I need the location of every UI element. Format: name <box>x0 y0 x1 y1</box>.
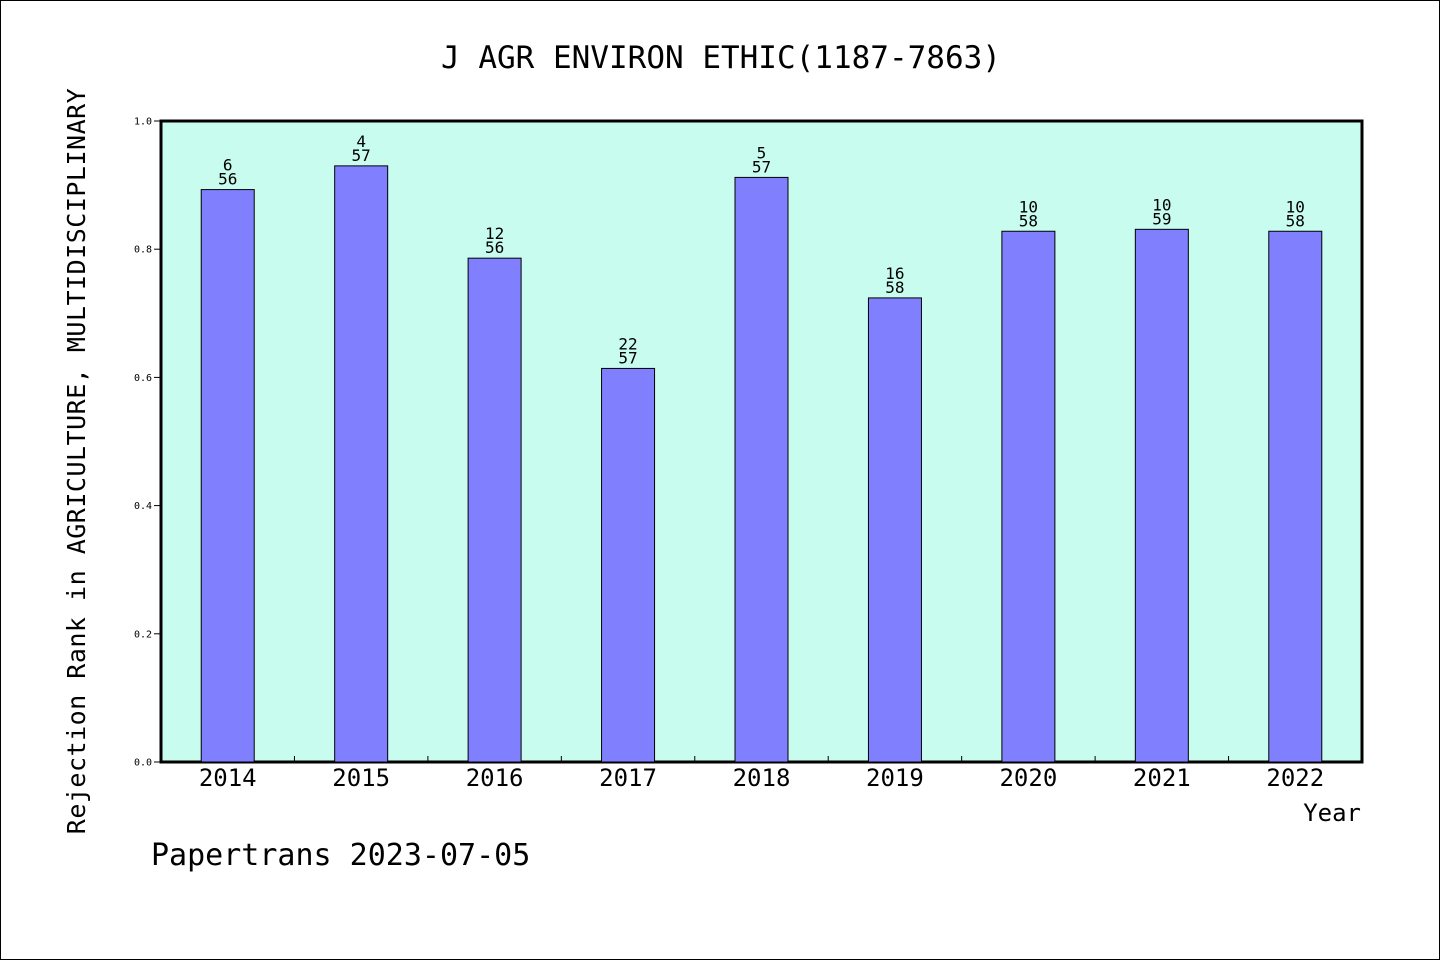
x-tick-label: 2016 <box>466 764 524 792</box>
bar-rank-label: 10 <box>1019 197 1038 216</box>
bar-total-label: 56 <box>485 238 504 257</box>
y-tick-label: 0.2 <box>134 629 152 640</box>
bar <box>1268 230 1323 763</box>
bar-total-label: 57 <box>752 157 771 176</box>
x-axis-label: Year <box>1303 799 1361 827</box>
bar <box>1001 230 1056 763</box>
x-tick-label: 2014 <box>199 764 257 792</box>
x-tick-label: 2015 <box>332 764 390 792</box>
x-tick-label: 2018 <box>733 764 791 792</box>
bar-rank-label: 22 <box>618 334 637 353</box>
x-tick-label: 2021 <box>1133 764 1191 792</box>
bars <box>200 165 1323 763</box>
bar-rank-label: 12 <box>485 224 504 243</box>
y-tick-label: 1.0 <box>134 117 152 128</box>
bar <box>1134 228 1189 763</box>
x-axis-ticks: 2014 2015 2016 2017 2018 2019 2020 2021 2022 <box>199 756 1324 792</box>
y-axis-ticks: 0.0 0.2 0.4 0.6 0.8 1.0 <box>134 117 161 769</box>
bar <box>334 165 389 763</box>
bar-total-label: 58 <box>885 278 904 297</box>
footer-credit: Papertrans 2023-07-05 <box>151 838 530 873</box>
bar-total-label: 57 <box>618 348 637 367</box>
y-tick-label: 0.4 <box>134 501 152 512</box>
bar-rank-label: 6 <box>223 156 233 175</box>
x-tick-label: 2020 <box>999 764 1057 792</box>
bar-rank-label: 10 <box>1152 195 1171 214</box>
chart-title: J AGR ENVIRON ETHIC(1187-7863) <box>441 40 1001 76</box>
bar <box>467 257 522 763</box>
x-tick-label: 2022 <box>1266 764 1324 792</box>
bar <box>200 189 255 763</box>
x-tick-label: 2017 <box>599 764 657 792</box>
bar <box>734 176 789 763</box>
bar-rank-label: 4 <box>356 132 366 151</box>
bar-total-label: 57 <box>352 146 371 165</box>
bar-total-label: 56 <box>218 170 237 189</box>
bar-rank-label: 5 <box>757 143 767 162</box>
bar-total-label: 59 <box>1152 209 1171 228</box>
y-axis-label: Rejection Rank in AGRICULTURE, MULTIDISC… <box>62 88 91 834</box>
bar-rank-label: 16 <box>885 264 904 283</box>
y-tick-label: 0.0 <box>134 758 152 769</box>
bar <box>867 297 922 763</box>
bar-total-label: 58 <box>1019 211 1038 230</box>
bar-rank-label: 10 <box>1286 197 1305 216</box>
bar <box>601 367 656 763</box>
y-tick-label: 0.8 <box>134 245 152 256</box>
y-tick-label: 0.6 <box>134 373 152 384</box>
x-tick-label: 2019 <box>866 764 924 792</box>
bar-total-label: 58 <box>1286 211 1305 230</box>
